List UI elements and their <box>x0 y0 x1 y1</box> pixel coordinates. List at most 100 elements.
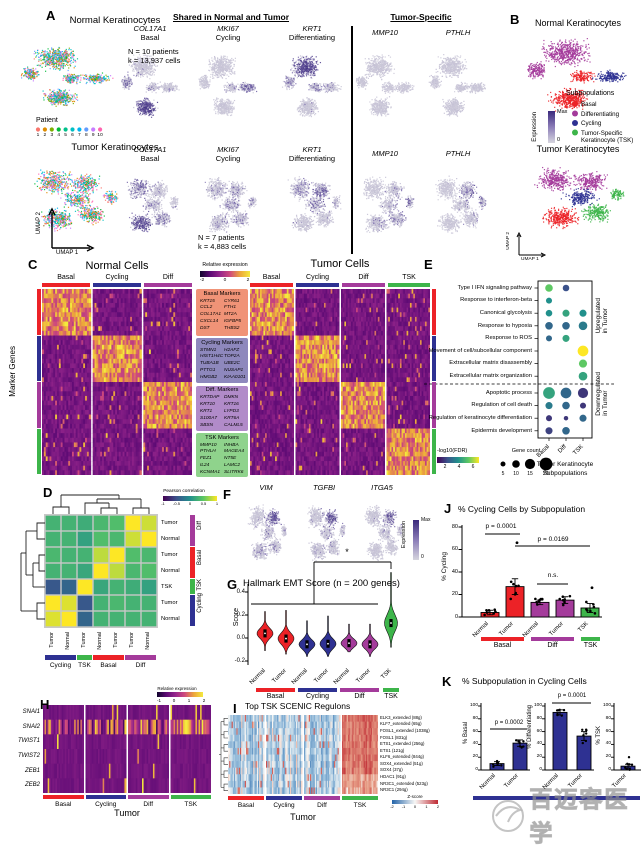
downregulated-label: Downregulated in Tumor <box>595 372 609 416</box>
i-col-bar <box>304 796 340 800</box>
patient-number: 9 <box>91 132 95 138</box>
feature-plot-tgfbi <box>298 492 350 578</box>
expression-colorbar-label: Expression <box>532 112 538 142</box>
feature-gene-label: MKI67 <box>217 24 239 33</box>
c-col-label: Diff <box>162 274 174 281</box>
k-ytick: 60 <box>605 728 611 734</box>
z-tick: -2 <box>390 804 394 809</box>
marker-gene: CXCL14 <box>200 319 219 325</box>
violin-diff-normal <box>340 623 358 653</box>
feature-plot-tumor-pthlh <box>423 164 493 250</box>
j-sig-1: p = 0.0001 <box>485 523 517 530</box>
significance-star: * <box>345 547 349 557</box>
marker-gene: MAGEA4 <box>224 449 244 455</box>
feature-plot-normal-pthlh <box>423 44 493 130</box>
marker-gene: UBE2C <box>224 361 240 367</box>
regulon-label: KLF7_extended (65g) <box>380 721 422 727</box>
expression-min-f: 0 <box>421 554 424 560</box>
j-sig-2: p = 0.0169 <box>537 536 569 543</box>
d-row-group-bar <box>190 579 195 594</box>
zscore-colorbar <box>392 800 438 804</box>
j-group-label: Basal <box>493 642 512 649</box>
marker-gene: KRTDAP <box>200 395 220 400</box>
j-ytick: 20 <box>451 591 458 598</box>
d-col-label: Normal <box>64 632 71 650</box>
patient-number: 2 <box>43 132 47 138</box>
h-colorbar-tick: 2 <box>202 698 206 703</box>
marker-gene: DMKN <box>224 395 239 400</box>
marker-gene-box <box>196 385 248 431</box>
marker-box-title: Basal Markers <box>203 290 241 297</box>
d-col-group-bar <box>45 655 76 660</box>
k-bar-tumor <box>576 735 592 771</box>
d-row-group-label: TSK <box>197 579 203 591</box>
marker-gene: INHBA <box>224 442 239 448</box>
d-col-group-label: Basal <box>100 662 117 669</box>
feature-gene-label: KRT1 <box>302 24 322 33</box>
panel-f-label: F <box>223 487 231 502</box>
marker-box-title: TSK Markers <box>205 434 239 441</box>
feature-plot-normal-col17a1 <box>115 44 185 130</box>
g-ytick: -0.2 <box>234 657 245 664</box>
patient-number: 10 <box>97 132 103 138</box>
go-term-label: Type I IFN signaling pathway <box>457 284 532 291</box>
umap-normal-patients <box>12 36 122 120</box>
feature-subtitle: Basal <box>140 154 160 163</box>
h-gene-label: TWIST1 <box>18 738 40 745</box>
pearson-colorbar-label: Pearson correlation <box>163 489 205 494</box>
f-gene-label: ITGA5 <box>371 483 393 492</box>
d-row-label: Tumor <box>161 520 178 526</box>
patient-number: 4 <box>57 132 61 138</box>
k-ytick: 100 <box>469 703 478 708</box>
marker-genes-axis-label: Marker Genes <box>8 346 17 397</box>
j-group-label: Diff <box>547 642 558 649</box>
h-col-bar <box>170 795 211 799</box>
umap-y-label: UMAP 2 <box>36 212 42 235</box>
panel-i-label: I <box>233 701 237 716</box>
patient-number: 7 <box>78 132 81 138</box>
k-sig-2: p = 0.0001 <box>557 693 587 699</box>
panel-j-label: J <box>444 501 452 516</box>
h-gene-label: ZEB1 <box>24 767 40 774</box>
feature-gene-label: PTHLH <box>445 149 471 158</box>
c-col-bar <box>250 283 293 287</box>
marker-gene: CYR61 <box>224 298 240 304</box>
d-row-label: TSK <box>161 584 173 590</box>
header-shared: Shared in Normal and Tumor <box>172 12 290 22</box>
c-col-bar <box>93 283 141 287</box>
h-col-label: Cycling <box>95 801 117 808</box>
pearson-tick: 1 <box>215 501 219 506</box>
c-col-bar <box>342 283 385 287</box>
k-ytick: 60 <box>472 728 478 734</box>
marker-gene: IGFBP5 <box>224 319 242 325</box>
h-gene-label: ZEB2 <box>24 782 40 789</box>
emt-score-title: Hallmark EMT Score (n = 200 genes) <box>243 578 400 589</box>
c-row-annotation <box>36 428 41 474</box>
g-group-bar <box>298 688 337 692</box>
g-group-label: TSK <box>384 693 398 700</box>
k-ytick: 20 <box>605 754 611 760</box>
feature-plot-vim <box>240 492 292 578</box>
k-ytick: 0 <box>539 767 542 772</box>
feature-gene-label: KRT1 <box>302 145 322 154</box>
feature-gene-label: PTHLH <box>445 28 471 37</box>
violin-cycling-tumor <box>319 615 337 657</box>
feature-plot-normal-mmp10 <box>350 44 420 130</box>
feature-subtitle: Cycling <box>215 154 241 163</box>
j-bar-tsk-tsk <box>580 607 600 618</box>
expression-colorbar-label-f: Expression <box>401 521 407 549</box>
j-group-bar <box>531 637 574 641</box>
k-bar-tumor <box>620 765 636 771</box>
d-col-label: Tumor <box>112 632 119 648</box>
c-col-bar <box>144 283 192 287</box>
marker-gene: THBS2 <box>224 326 240 332</box>
j-bar-basal-normal <box>480 612 500 618</box>
go-term-label: Response to hypoxia <box>477 322 532 329</box>
h-colorbar-tick: 1 <box>187 698 191 703</box>
marker-gene: LAMC2 <box>224 463 240 469</box>
regulon-label: NR3C1_extended (523g) <box>380 780 428 786</box>
i-col-label: Basal <box>237 802 255 809</box>
c-col-label: Basal <box>57 274 75 281</box>
c-row-annotation <box>432 335 436 381</box>
g-ytick: 0.0 <box>236 634 245 641</box>
